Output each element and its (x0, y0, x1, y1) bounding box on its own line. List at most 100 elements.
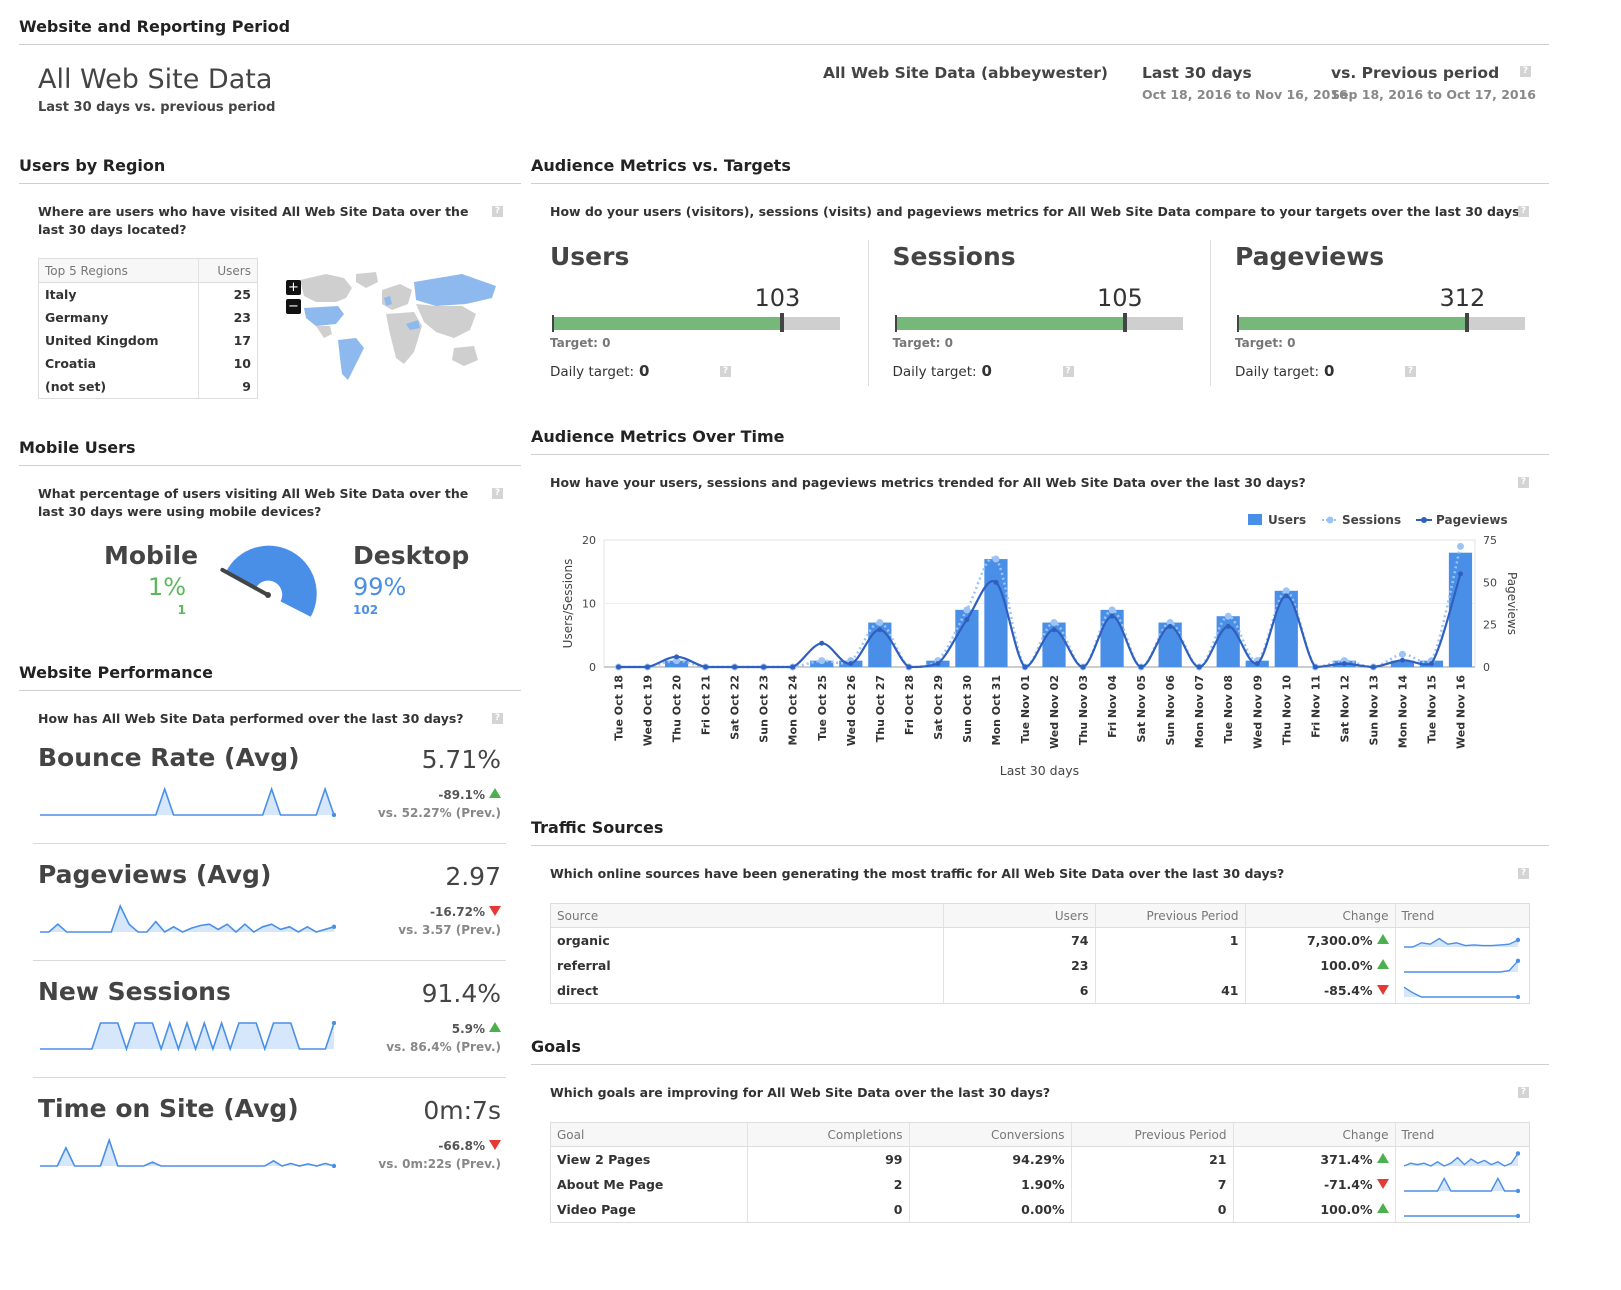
col-header-users: Users (942, 904, 1095, 928)
help-icon[interactable]: ? (492, 206, 503, 217)
mobile-question: What percentage of users visiting All We… (38, 486, 469, 519)
mobile-percent: 1% (147, 573, 186, 601)
help-icon[interactable]: ? (1518, 868, 1529, 879)
zoom-out-button[interactable]: − (286, 299, 301, 314)
legend-label-users[interactable]: Users (1268, 513, 1306, 527)
sparkline-line (1403, 986, 1518, 998)
map-region-middle-east[interactable] (406, 320, 420, 330)
region-name: United Kingdom (45, 333, 159, 348)
help-icon[interactable]: ? (1518, 206, 1529, 217)
world-map[interactable] (286, 268, 502, 384)
traffic-table: Source Users Previous Period Change Tren… (550, 903, 1530, 1004)
table-row: direct 6 41 -85.4% (551, 978, 1529, 1003)
x-tick-label: Fri Oct 21 (700, 675, 713, 735)
trend-cell (1394, 1197, 1529, 1222)
region-users: 17 (198, 329, 257, 352)
daily-target-value: 0 (981, 362, 992, 380)
point-sessions (1398, 650, 1406, 658)
y2-tick-label: 50 (1483, 576, 1497, 589)
trend-cell (1394, 927, 1529, 953)
point-pageviews (1399, 657, 1405, 663)
point-pageviews (1167, 623, 1173, 629)
metric-label: Time on Site (Avg) (38, 1094, 299, 1123)
sparkline-end-point (331, 1163, 336, 1168)
trend-cell (1394, 978, 1529, 1003)
arrow-up-icon (1376, 1153, 1389, 1163)
goals-table: Goal Completions Conversions Previous Pe… (550, 1122, 1530, 1223)
metric-label: New Sessions (38, 977, 231, 1006)
map-region-usa[interactable] (304, 306, 344, 326)
help-icon[interactable]: ? (492, 488, 503, 499)
map-region-europe[interactable] (382, 284, 412, 310)
change-value: 7,300.0% (1306, 933, 1373, 948)
help-icon[interactable]: ? (1518, 1087, 1529, 1098)
arrow-up-icon (1376, 934, 1389, 944)
sparkline-end-point (1515, 1188, 1520, 1194)
legend-label-pageviews[interactable]: Pageviews (1436, 513, 1508, 527)
table-row: organic 74 1 7,300.0% (551, 927, 1529, 953)
sparkline-line (40, 787, 335, 816)
property-name: All Web Site Data (abbeywester) (823, 64, 1109, 82)
target-panel-users: Users 103 Target: 0 Daily target: 0? (550, 240, 850, 390)
region-users: 9 (198, 375, 257, 398)
map-region-mexico[interactable] (316, 326, 332, 338)
help-icon[interactable]: ? (1520, 66, 1531, 77)
zoom-in-button[interactable]: + (286, 280, 301, 295)
target-bar-origin (1237, 315, 1239, 332)
goal-conversions: 1.90% (908, 1172, 1071, 1197)
metric-change: -66.8% (438, 1139, 501, 1153)
trend-sparkline (40, 787, 336, 817)
point-pageviews (1428, 661, 1434, 667)
x-tick-label: Sun Oct 30 (961, 675, 974, 743)
source-users: 6 (942, 978, 1095, 1003)
target-metric-label: Users (550, 242, 630, 271)
col-header-goal: Goal (551, 1123, 747, 1147)
goal-previous: 21 (1070, 1146, 1233, 1172)
point-pageviews (877, 627, 883, 633)
col-header-users: Users (198, 259, 257, 283)
sparkline-end-point (331, 812, 336, 817)
sparkline-line (40, 1021, 335, 1051)
y-tick-label: 10 (582, 598, 596, 611)
sparkline-end-point (1515, 1151, 1520, 1156)
source-name: organic (557, 933, 610, 948)
help-icon[interactable]: ? (1518, 477, 1529, 488)
map-region-russia[interactable] (414, 274, 496, 306)
legend-label-sessions[interactable]: Sessions (1342, 513, 1401, 527)
table-row: Italy 25 (39, 282, 257, 306)
metric-label: Bounce Rate (Avg) (38, 743, 300, 772)
map-region-asia[interactable] (416, 304, 476, 338)
help-icon[interactable]: ? (720, 366, 731, 377)
region-table: Top 5 Regions Users Italy 25 Germany 23 Un… (38, 258, 258, 399)
sparkline-area (40, 1140, 334, 1166)
sparkline-area (1403, 960, 1518, 972)
goal-conversions: 94.29% (908, 1146, 1071, 1172)
audience-over-time-chart: 0 10 20 0 25 50 75 Users/Sessions Pageviews Last … (561, 513, 1519, 778)
section-title-traffic: Traffic Sources (531, 818, 664, 837)
point-sessions (1108, 606, 1116, 614)
point-sessions (876, 619, 884, 627)
mobile-label: Mobile (104, 541, 199, 570)
map-region-australia[interactable] (452, 346, 478, 366)
metric-label: Pageviews (Avg) (38, 860, 272, 889)
map-region-canada[interactable] (300, 274, 352, 302)
map-region-south-america[interactable] (338, 338, 364, 380)
map-region-africa[interactable] (386, 312, 422, 364)
sparkline-line (1403, 937, 1518, 948)
target-bar-marker (1465, 313, 1470, 332)
sparkline-line (1403, 1153, 1519, 1167)
trend-cell (1394, 953, 1529, 978)
arrow-up-icon (489, 1022, 501, 1032)
trend-sparkline (1403, 1151, 1520, 1167)
col-header-completions: Completions (746, 1123, 909, 1147)
map-region-western-europe[interactable] (384, 296, 392, 306)
source-users: 23 (942, 953, 1095, 978)
goal-name: View 2 Pages (557, 1152, 651, 1167)
help-icon[interactable]: ? (1405, 366, 1416, 377)
bar-users (1274, 590, 1298, 667)
section-title-website: Website and Reporting Period (19, 17, 291, 36)
help-icon[interactable]: ? (1062, 366, 1074, 377)
help-icon[interactable]: ? (492, 713, 503, 724)
bar-users (1448, 552, 1473, 667)
map-region-greenland[interactable] (356, 272, 378, 288)
